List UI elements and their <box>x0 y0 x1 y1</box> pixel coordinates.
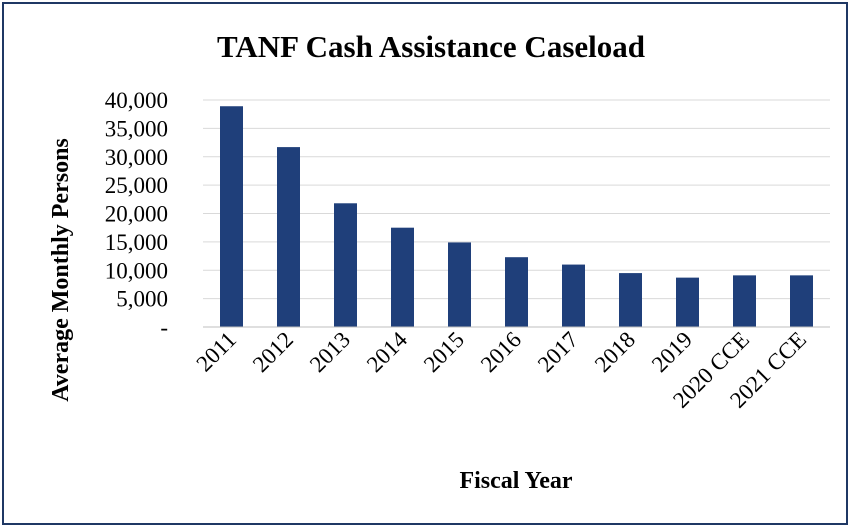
x-tick-label: 2011 <box>191 327 241 377</box>
y-tick-label: 15,000 <box>105 230 168 255</box>
bar-2015 <box>448 242 471 327</box>
y-tick-labels: - 5,000 10,000 15,000 20,000 25,000 30,000 35,0… <box>105 88 168 340</box>
bar-2018 <box>619 273 642 327</box>
y-tick-label: 30,000 <box>105 145 168 170</box>
y-tick-label: - <box>160 315 168 340</box>
x-tick-label: 2013 <box>305 327 355 377</box>
bar-2020-cce <box>733 275 756 327</box>
y-tick-label: 35,000 <box>105 116 168 141</box>
x-tick-label: 2016 <box>476 327 526 377</box>
bars <box>220 106 813 328</box>
y-tick-label: 25,000 <box>105 173 168 198</box>
x-tick-label: 2017 <box>533 327 583 377</box>
y-tick-label: 40,000 <box>105 88 168 113</box>
bar-2016 <box>505 257 528 327</box>
bar-2017 <box>562 264 585 327</box>
bar-2019 <box>676 277 699 327</box>
y-axis-label: Average Monthly Persons <box>48 138 74 402</box>
gridlines <box>203 99 830 300</box>
x-tick-label: 2015 <box>419 327 469 377</box>
chart-title: TANF Cash Assistance Caseload <box>217 29 645 64</box>
bar-2021-cce <box>790 275 813 327</box>
bar-2012 <box>277 147 300 327</box>
bar-2013 <box>334 203 357 327</box>
bar-2014 <box>391 227 414 327</box>
x-tick-label: 2018 <box>590 327 640 377</box>
x-tick-label: 2019 <box>647 327 697 377</box>
y-tick-label: 20,000 <box>105 202 168 227</box>
x-tick-label: 2014 <box>362 327 413 378</box>
y-tick-label: 5,000 <box>116 287 168 312</box>
x-tick-labels: 2011 2012 2013 2014 2015 2016 2017 2018 20192020… <box>191 327 811 413</box>
bar-2011 <box>220 106 243 328</box>
x-tick-label: 2012 <box>248 327 298 377</box>
y-tick-label: 10,000 <box>105 258 168 283</box>
x-axis-label: Fiscal Year <box>459 468 572 494</box>
